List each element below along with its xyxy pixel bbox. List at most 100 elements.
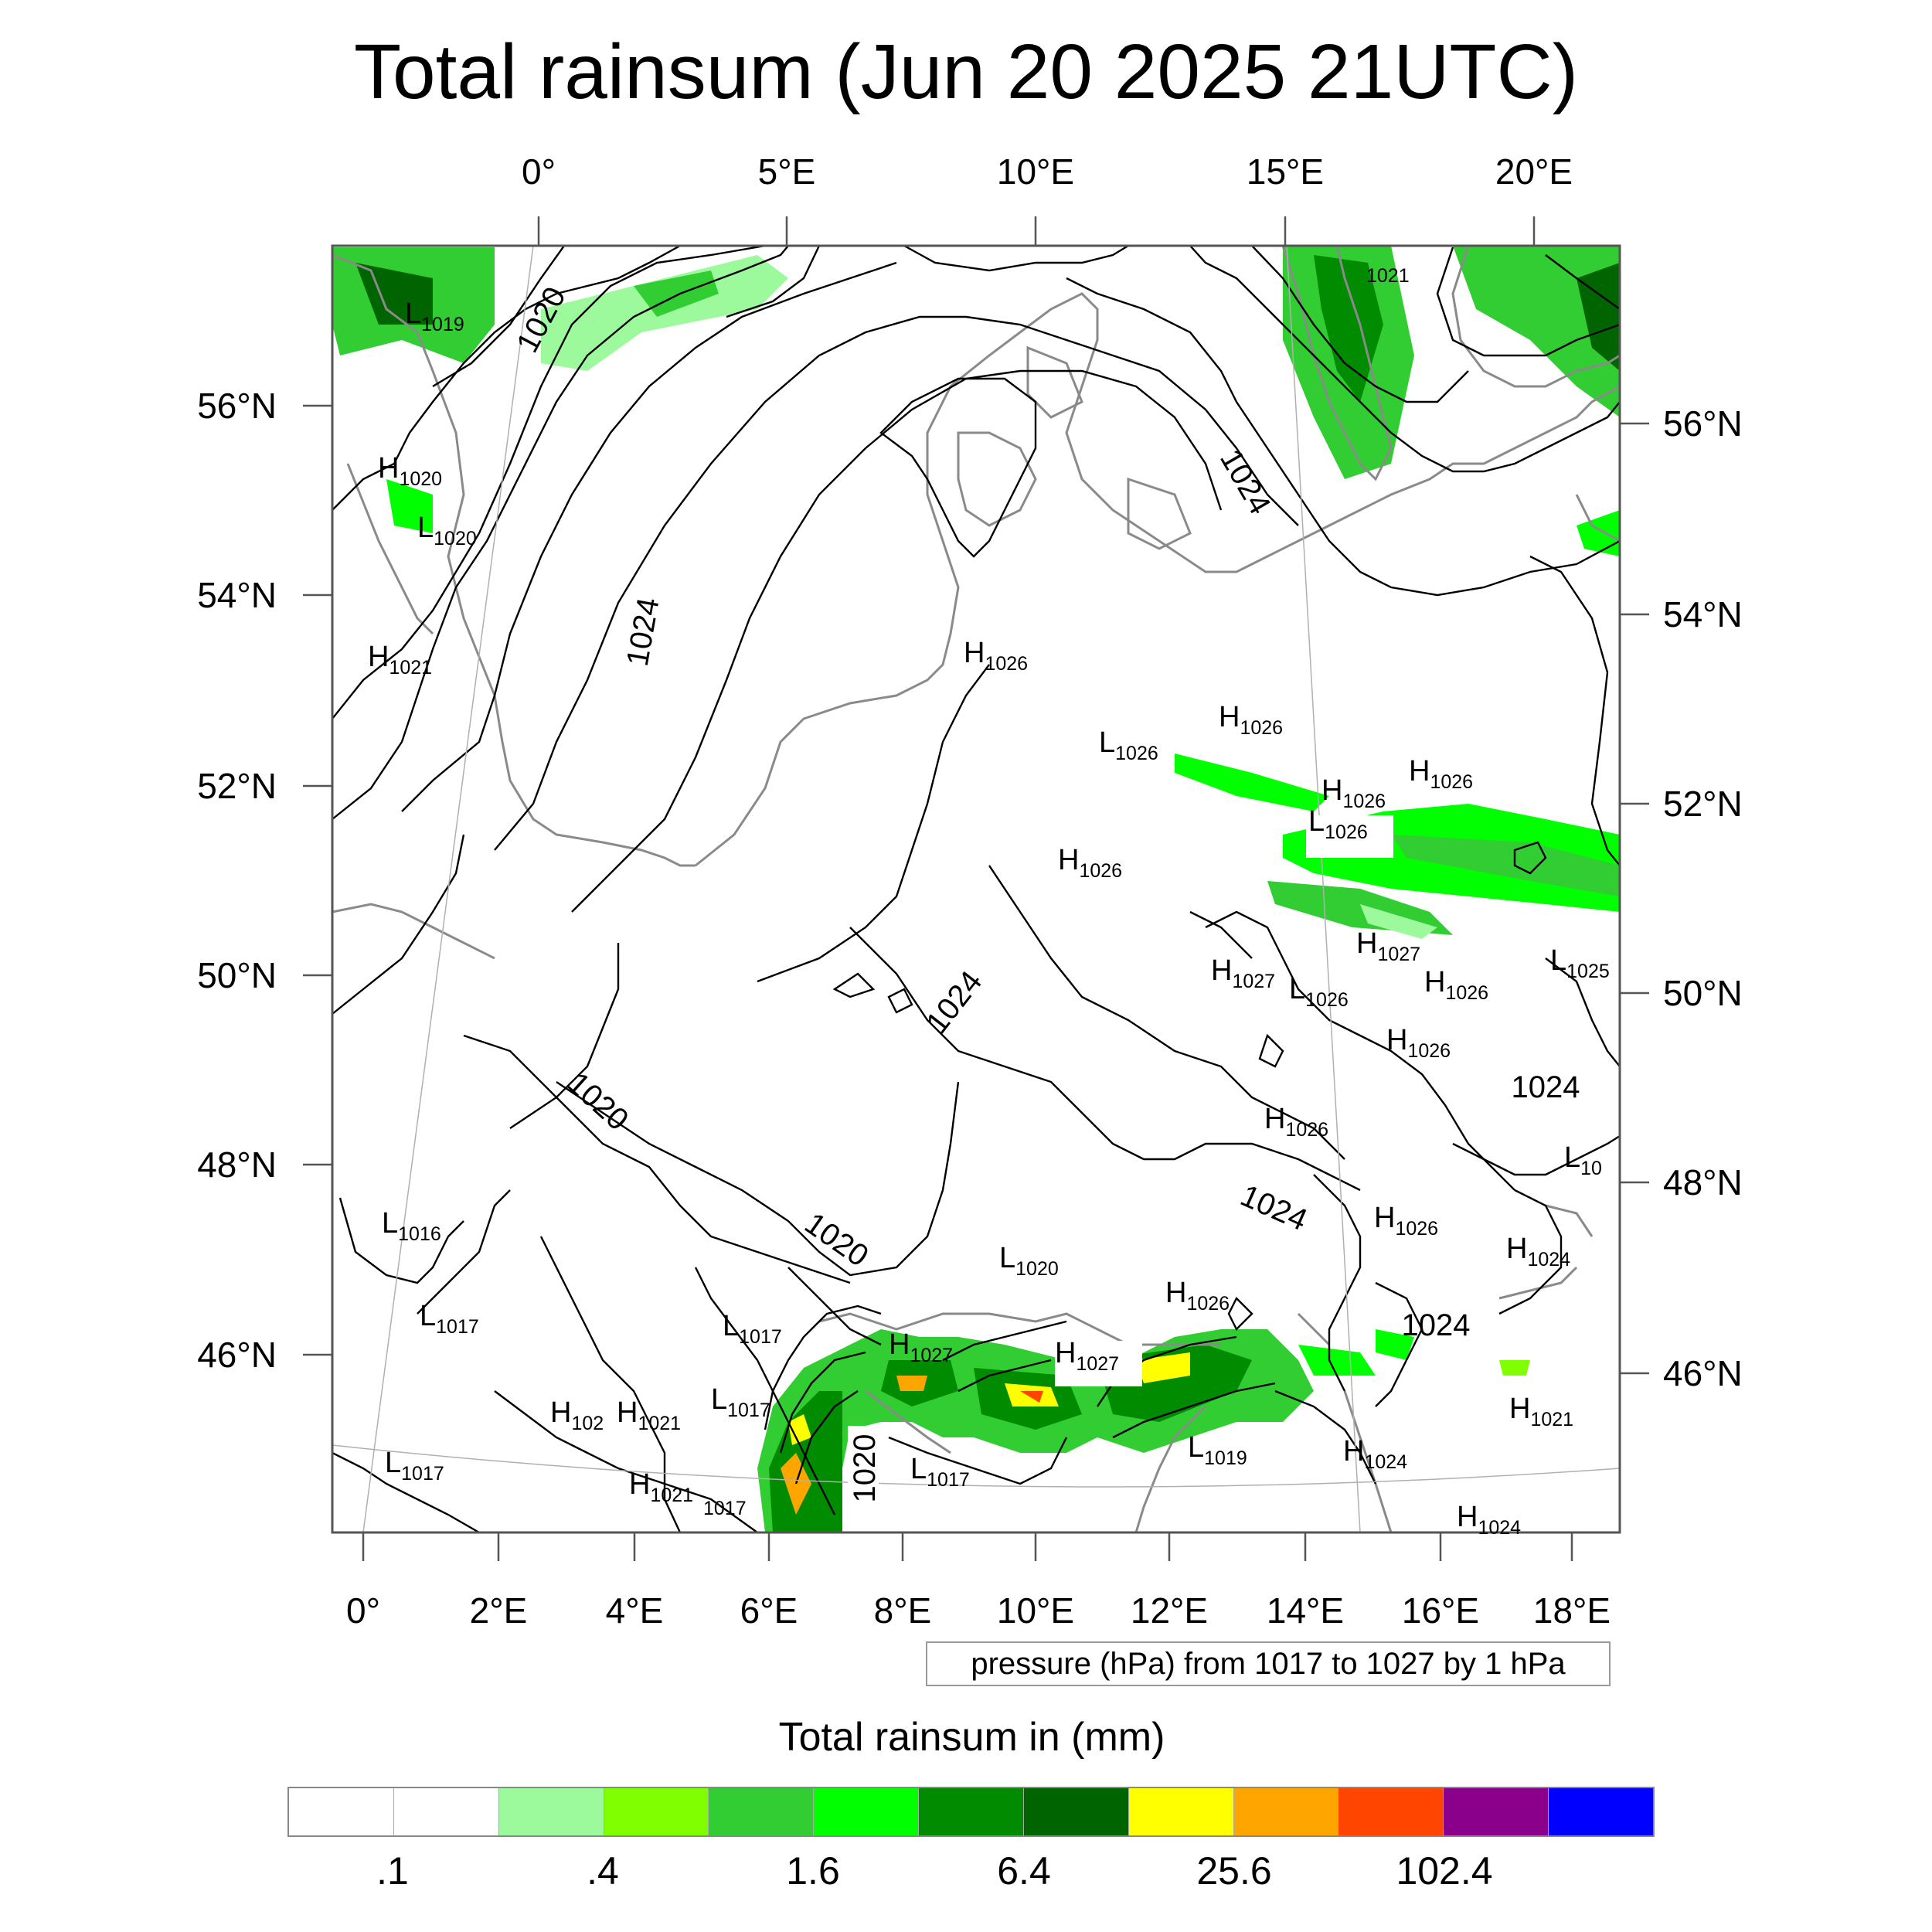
- pressure-center: H1026: [1264, 1103, 1328, 1141]
- center-type: H: [1264, 1103, 1285, 1135]
- center-value: 1017: [436, 1316, 479, 1338]
- colorbar-label: 25.6: [1196, 1849, 1272, 1893]
- colorbar-swatch: [1023, 1788, 1129, 1835]
- center-value: 1026: [1395, 1218, 1438, 1240]
- center-value: 1026: [985, 653, 1028, 675]
- colorbar-swatch: [814, 1788, 920, 1835]
- center-value: 1026: [1305, 989, 1349, 1011]
- center-value: 1017: [703, 1498, 747, 1519]
- center-type: L: [417, 512, 434, 544]
- colorbar-label: 102.4: [1396, 1849, 1493, 1893]
- center-type: H: [1356, 927, 1377, 960]
- center-value: 1017: [927, 1469, 970, 1491]
- center-value: 1017: [727, 1400, 770, 1421]
- center-value: 1020: [399, 468, 442, 490]
- center-value: 1024: [1527, 1249, 1570, 1270]
- left-label: 48°N: [197, 1145, 277, 1185]
- center-type: H: [1374, 1202, 1395, 1234]
- center-type: H: [1386, 1024, 1407, 1056]
- pressure-center: H1026: [1165, 1277, 1230, 1315]
- right-labels: 56°N 54°N 52°N 50°N 48°N 46°N: [1663, 403, 1743, 1393]
- left-label: 52°N: [197, 766, 277, 806]
- center-value: 1026: [1186, 1293, 1230, 1315]
- pressure-center: H1020: [378, 452, 442, 490]
- center-value: 1026: [1115, 743, 1158, 764]
- pressure-center: L1025: [1550, 944, 1610, 982]
- center-value: 1027: [1076, 1353, 1119, 1375]
- center-value: 1025: [1566, 961, 1610, 982]
- center-value: 1021: [1366, 265, 1410, 287]
- pressure-center: L1026: [1099, 726, 1158, 764]
- center-value: 1019: [1204, 1447, 1247, 1469]
- center-value: 1019: [421, 314, 464, 335]
- pressure-center: H1027: [1055, 1337, 1119, 1375]
- colorbar-swatch: [289, 1788, 394, 1835]
- pressure-center: H1027: [1356, 927, 1420, 965]
- center-value: 1021: [650, 1485, 693, 1506]
- center-type: H: [617, 1396, 638, 1429]
- center-type: H: [1457, 1501, 1478, 1533]
- center-type: L: [382, 1207, 398, 1240]
- bottom-labels: 0° 2°E 4°E 6°E 8°E 10°E 12°E 14°E 16°E 1…: [346, 1590, 1611, 1631]
- pressure-center: L1016: [382, 1207, 441, 1245]
- pressure-info-box: pressure (hPa) from 1017 to 1027 by 1 hP…: [926, 1641, 1611, 1686]
- pressure-center: H1026: [964, 637, 1028, 675]
- colorbar-title: Total rainsum in (mm): [778, 1715, 1165, 1760]
- left-label: 46°N: [197, 1335, 277, 1375]
- colorbar-label: 1.6: [786, 1849, 840, 1893]
- colorbar-swatch: [1444, 1788, 1549, 1835]
- center-type: L: [420, 1300, 436, 1332]
- center-value: 1027: [1377, 944, 1420, 965]
- pressure-center: H1026: [1386, 1024, 1451, 1062]
- pressure-center: H1024: [1506, 1233, 1570, 1270]
- center-value: 1017: [401, 1463, 444, 1485]
- tick-marks: [303, 216, 1649, 1561]
- map-title: Total rainsum (Jun 20 2025 21UTC): [353, 29, 1579, 115]
- center-type: H: [1506, 1233, 1527, 1265]
- right-label: 46°N: [1663, 1353, 1743, 1393]
- left-label: 50°N: [197, 955, 277, 995]
- top-label: 10°E: [997, 151, 1074, 192]
- center-type: H: [378, 452, 399, 485]
- center-type: L: [385, 1447, 401, 1479]
- bottom-label: 18°E: [1533, 1590, 1611, 1631]
- center-type: L: [1099, 726, 1115, 759]
- pressure-center: H1026: [1219, 701, 1283, 739]
- pressure-center: L1017: [910, 1453, 970, 1491]
- pressure-centers: L1019 H1020 L1020 H1021 H1026 L1026 H102…: [368, 265, 1610, 1539]
- right-label: 52°N: [1663, 784, 1743, 824]
- bottom-label: 10°E: [997, 1590, 1074, 1631]
- pressure-center: H1026: [1409, 755, 1473, 793]
- center-type: H: [1165, 1277, 1186, 1309]
- pressure-center: L1019: [405, 298, 464, 335]
- center-value: 1021: [389, 657, 432, 679]
- center-type: H: [550, 1396, 571, 1429]
- pressure-center: H1021: [617, 1396, 681, 1434]
- isobars: [332, 246, 1620, 1532]
- top-label: 15°E: [1247, 151, 1324, 192]
- center-type: H: [1055, 1337, 1076, 1369]
- top-labels: 0° 5°E 10°E 15°E 20°E: [522, 151, 1573, 192]
- center-type: L: [711, 1383, 727, 1416]
- center-value: 1026: [1430, 771, 1473, 793]
- center-value: 1017: [739, 1326, 782, 1348]
- pressure-center: H1024: [1457, 1501, 1521, 1539]
- center-type: L: [405, 298, 421, 330]
- bottom-label: 4°E: [606, 1590, 664, 1631]
- bottom-label: 8°E: [874, 1590, 932, 1631]
- pressure-center: 1021: [1366, 265, 1410, 287]
- pressure-center: L1026: [1289, 973, 1349, 1011]
- center-type: H: [1509, 1393, 1530, 1425]
- center-type: H: [1321, 774, 1342, 807]
- center-value: 1021: [638, 1413, 681, 1434]
- colorbar-label: 6.4: [997, 1849, 1051, 1893]
- isobar-label: 1024: [1512, 1070, 1580, 1104]
- colorbar-swatch: [393, 1788, 499, 1835]
- isobar-label: 1024: [621, 595, 666, 668]
- center-type: H: [1219, 701, 1240, 733]
- pressure-center: H1026: [1321, 774, 1386, 812]
- pressure-center: H1027: [1211, 954, 1275, 992]
- center-value: 1016: [398, 1223, 441, 1245]
- bottom-label: 6°E: [740, 1590, 798, 1631]
